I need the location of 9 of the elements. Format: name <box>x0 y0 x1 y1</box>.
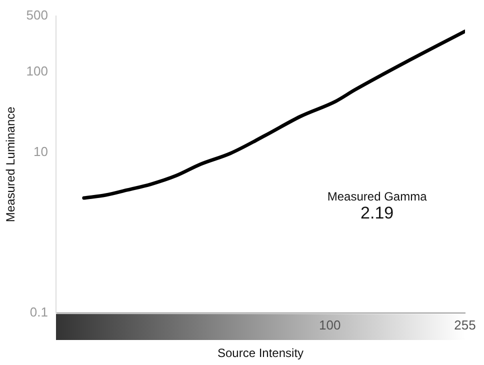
y-tick-label: 0.1 <box>30 304 48 320</box>
y-tick-label: 10 <box>34 144 48 159</box>
y-axis-title: Measured Luminance <box>4 106 18 222</box>
annotation: Measured Gamma <box>327 189 428 204</box>
y-tick-label: 100 <box>26 64 48 79</box>
x-tick-label: 255 <box>454 317 476 332</box>
annotation: 2.19 <box>360 204 394 223</box>
x-axis-title: Source Intensity <box>217 346 304 360</box>
y-tick-label: 500 <box>26 7 48 22</box>
